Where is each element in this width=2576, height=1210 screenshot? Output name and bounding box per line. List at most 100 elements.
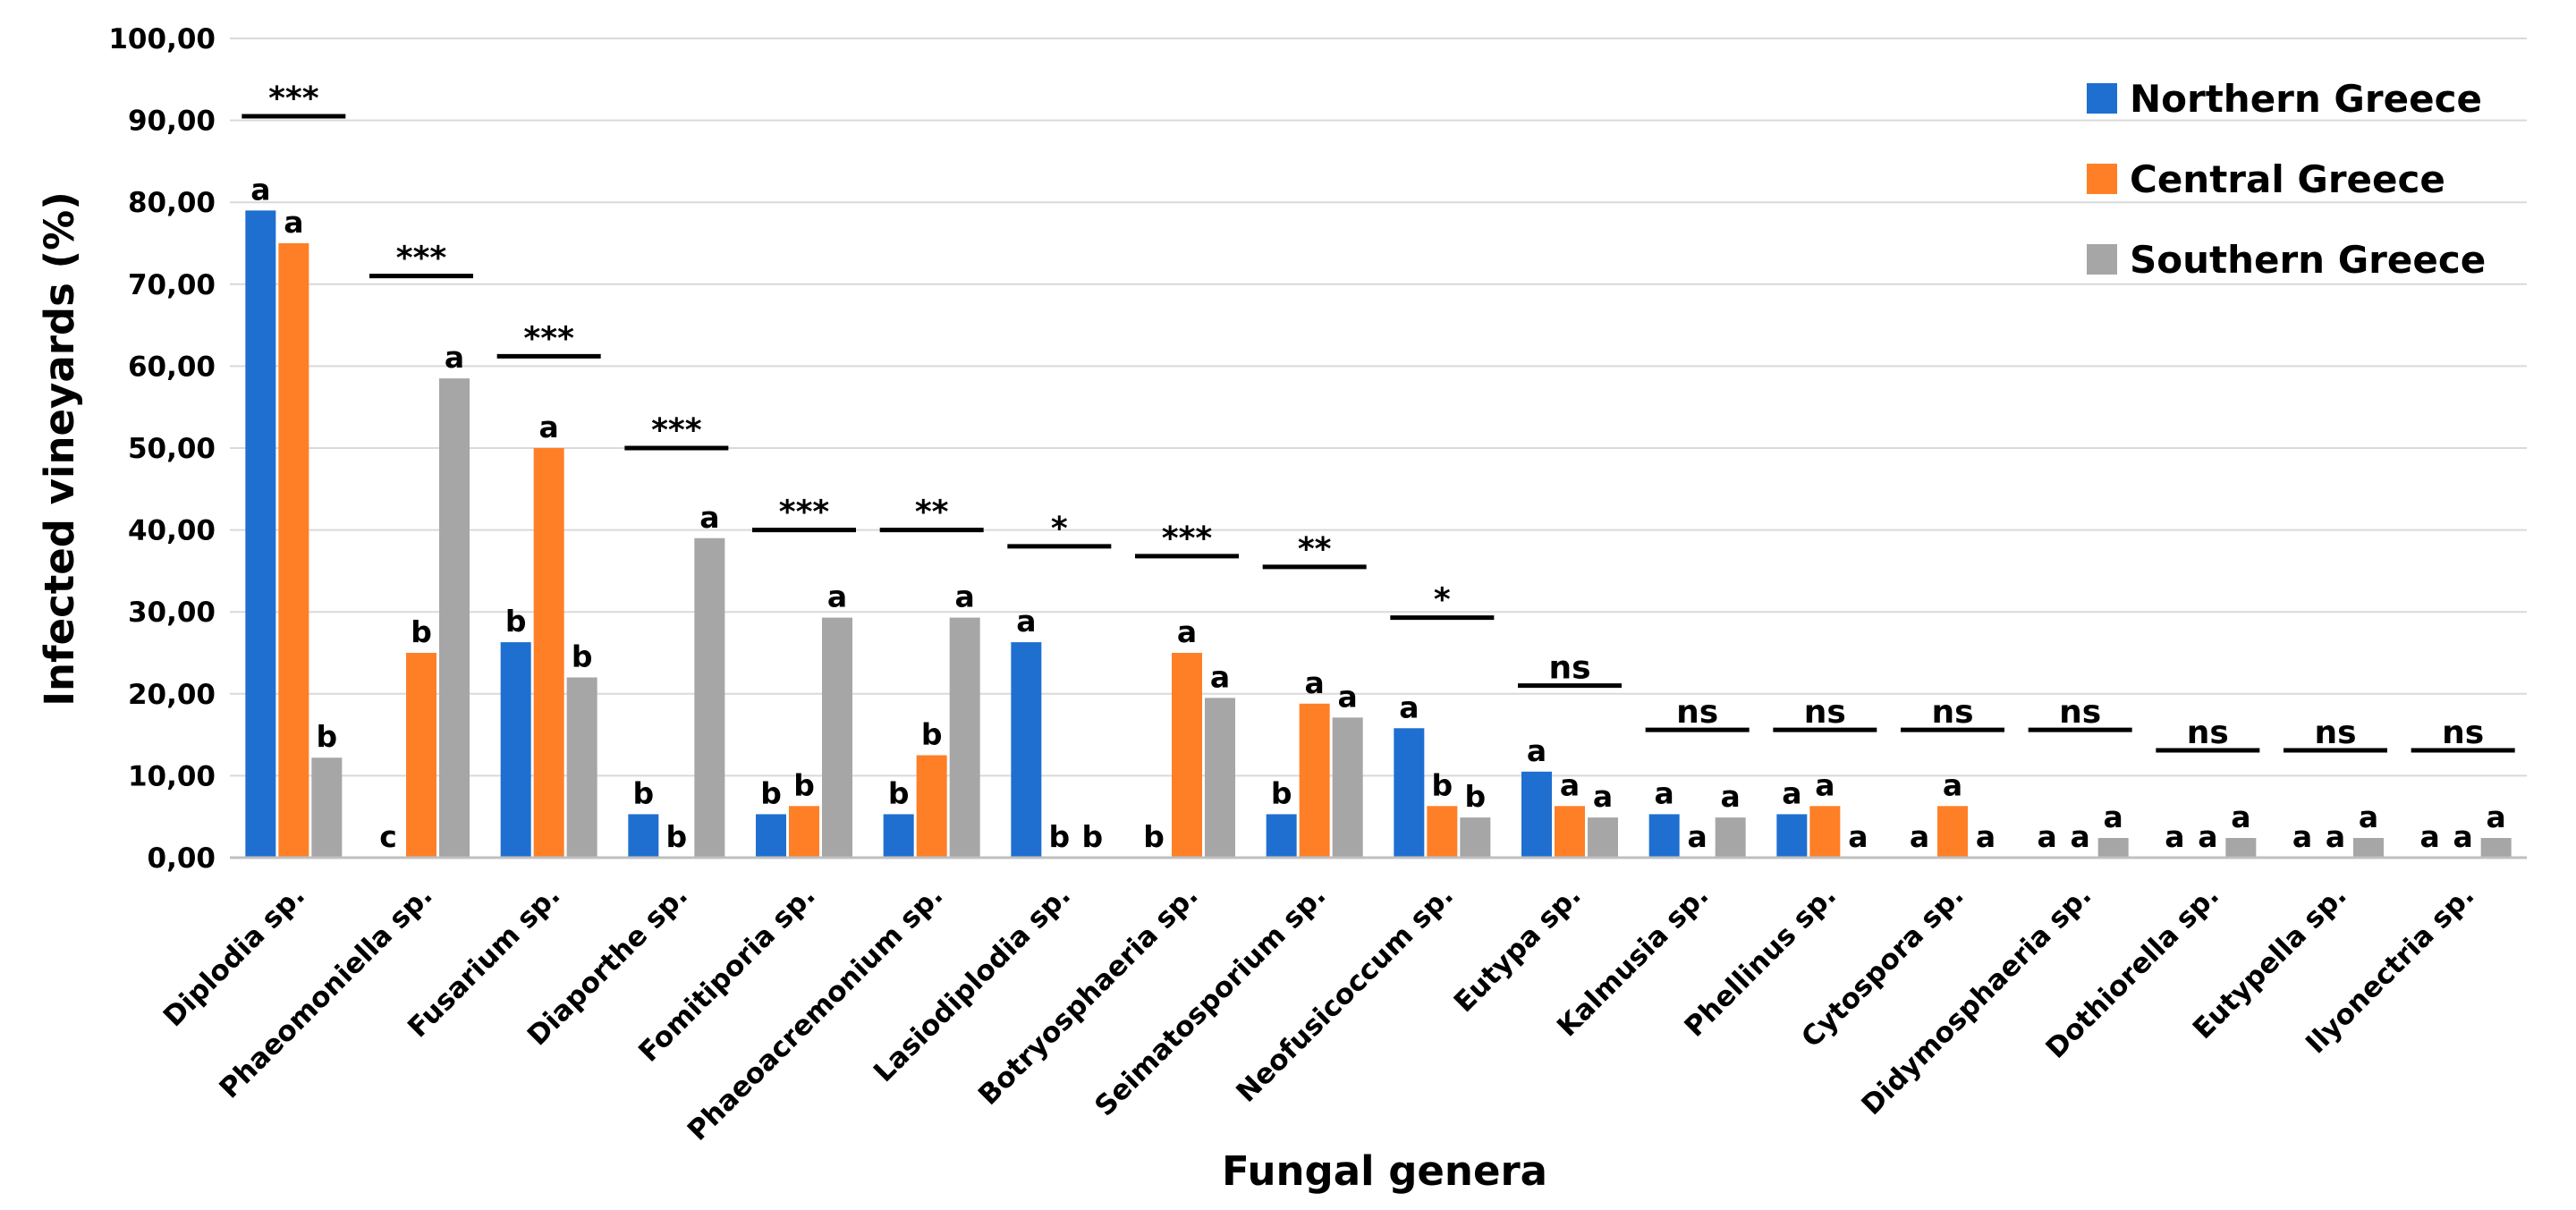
significance-letter: a: [2104, 800, 2123, 834]
bar: [1299, 703, 1330, 858]
bar: [1332, 717, 1363, 858]
significance-letter: a: [2359, 800, 2378, 834]
bar: [1172, 653, 1202, 858]
y-axis-ticks: 0,00 10,00 20,00 30,00 40,00 50,00 60,00 70,00 8…: [108, 23, 216, 875]
significance-letter: a: [250, 172, 270, 207]
bar: [566, 677, 597, 858]
bar: [1776, 814, 1808, 858]
significance-label: ***: [396, 241, 447, 277]
significance-letter: a: [1016, 604, 1036, 639]
significance-letter: a: [1976, 819, 1996, 854]
bar: [533, 448, 564, 858]
significance-letter: b: [1465, 779, 1487, 814]
legend-swatch: [2087, 164, 2117, 194]
bar: [1266, 814, 1297, 858]
significance-letter: a: [2198, 819, 2217, 854]
significance-letter: b: [572, 639, 593, 673]
bar: [1648, 814, 1680, 858]
y-tick-label: 70,00: [128, 269, 216, 301]
bar: [2225, 838, 2257, 858]
legend: Northern Greece Central Greece Southern Gr…: [2087, 77, 2486, 282]
significance-letter: a: [2326, 819, 2345, 854]
y-tick-label: 80,00: [128, 187, 216, 219]
y-tick-label: 60,00: [128, 351, 216, 383]
bar: [500, 642, 531, 858]
significance-letter: b: [411, 614, 432, 649]
bar: [1555, 806, 1585, 858]
significance-letter: a: [1560, 767, 1580, 802]
significance-letter: a: [539, 410, 559, 444]
legend-label: Southern Greece: [2130, 238, 2486, 282]
bar: [1011, 642, 1042, 858]
bar: [1521, 771, 1552, 858]
significance-letter: a: [955, 580, 975, 614]
bar: [245, 210, 276, 859]
significance-label: ns: [1548, 650, 1590, 687]
significance-letter: a: [2071, 819, 2090, 854]
significance-label: ns: [1676, 694, 1718, 731]
x-category-label: Botryosphaeria sp.: [972, 879, 1205, 1112]
legend-swatch: [2087, 83, 2117, 114]
y-tick-label: 20,00: [128, 679, 216, 711]
significance-label: ns: [2314, 715, 2356, 751]
significance-letter: a: [1399, 690, 1419, 724]
significance-label: ***: [1162, 520, 1213, 557]
significance-letter: a: [1655, 775, 1674, 810]
bar: [916, 755, 947, 858]
x-axis-categories: Diplodia sp.Phaeomoniella sp.Fusarium sp…: [157, 879, 2480, 1147]
significance-letter: a: [1593, 779, 1613, 814]
y-tick-label: 100,00: [108, 23, 216, 55]
y-axis-title: Infected vineyards (%): [36, 191, 83, 707]
significance-label: ns: [1931, 694, 1973, 731]
significance-letter: b: [1082, 819, 1104, 854]
significance-label: ns: [2442, 715, 2484, 751]
significance-letter: a: [445, 340, 464, 375]
significance-letter: b: [1271, 775, 1292, 810]
bar: [949, 617, 980, 858]
y-tick-label: 30,00: [128, 597, 216, 629]
significance-label: **: [915, 495, 949, 531]
bar: [1715, 817, 1746, 858]
x-category-label: Eutypa sp.: [1448, 879, 1588, 1019]
x-category-label: Phaeomoniella sp.: [213, 879, 438, 1104]
significance-label: *: [1051, 511, 1068, 547]
y-tick-label: 40,00: [128, 515, 216, 547]
significance-letter: a: [699, 500, 719, 535]
bar: [2097, 838, 2129, 858]
significance-letter: a: [2165, 819, 2184, 854]
bar: [406, 653, 436, 858]
bar: [2480, 838, 2512, 858]
significance-letter: a: [1721, 779, 1741, 814]
bar: [628, 814, 659, 858]
x-category-label: Neofusicoccum sp.: [1230, 879, 1460, 1109]
significance-letter: b: [505, 604, 527, 639]
bar: [822, 617, 852, 858]
significance-letter: a: [2231, 800, 2250, 834]
significance-label: ***: [651, 412, 702, 449]
bar: [1809, 806, 1841, 858]
significance-letter: a: [2420, 819, 2440, 854]
x-axis-title: Fungal genera: [1222, 1147, 1547, 1195]
y-tick-label: 10,00: [128, 760, 216, 792]
significance-letter: a: [1848, 819, 1868, 854]
significance-letter: a: [1815, 767, 1835, 802]
significance-letter: b: [888, 775, 910, 810]
bar: [883, 814, 914, 858]
legend-label: Central Greece: [2130, 157, 2445, 201]
significance-letter: a: [1527, 733, 1546, 768]
significance-letter: a: [2487, 800, 2506, 834]
significance-letter: b: [633, 775, 655, 810]
significance-letter: a: [1782, 775, 1801, 810]
significance-letter: a: [284, 205, 303, 240]
bar: [1460, 817, 1491, 858]
significance-letter: a: [1943, 767, 1962, 802]
bars: [245, 210, 2512, 859]
significance-label: *: [1434, 582, 1451, 619]
significance-letter: a: [2038, 819, 2057, 854]
significance-label: ns: [2187, 715, 2229, 751]
significance-letter: b: [760, 775, 782, 810]
bar: [311, 757, 343, 858]
